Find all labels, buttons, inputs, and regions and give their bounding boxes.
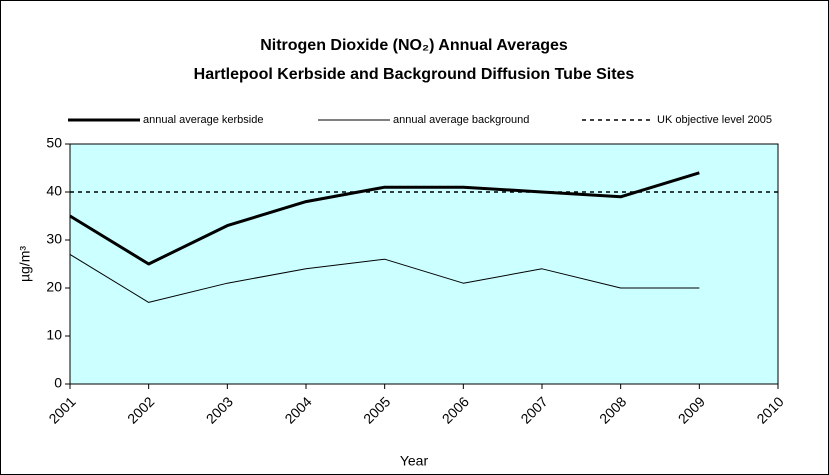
y-axis-label: µg/m³	[17, 246, 33, 282]
legend-label: annual average kerbside	[143, 114, 263, 126]
chart-title: Nitrogen Dioxide (NO₂) Annual Averages	[260, 37, 568, 54]
legend-label: UK objective level 2005	[657, 114, 772, 126]
series-line	[69, 171, 700, 266]
legend-label: annual average background	[393, 114, 529, 126]
y-tick-label: 40	[46, 183, 62, 199]
y-tick-label: 20	[46, 279, 62, 295]
y-tick-label: 30	[46, 231, 62, 247]
series-line	[69, 253, 700, 303]
x-axis-label: Year	[400, 453, 429, 469]
y-tick-label: 10	[46, 327, 62, 343]
chart-subtitle: Hartlepool Kerbside and Background Diffu…	[194, 66, 635, 83]
y-tick-label: 0	[54, 375, 62, 391]
y-tick-label: 50	[46, 135, 62, 151]
